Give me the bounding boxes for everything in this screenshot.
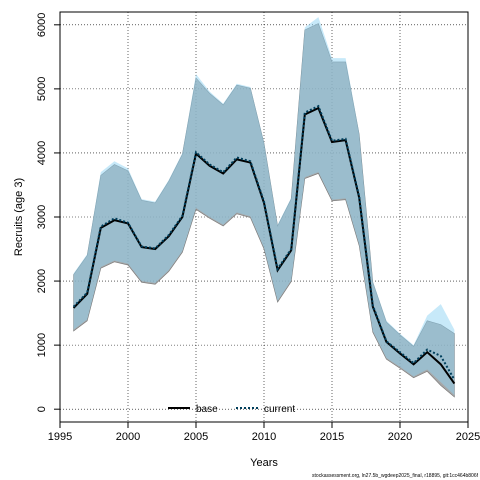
y-axis-title: Recruits (age 3) [13,178,25,256]
x-tick-label-2010: 2010 [252,431,276,443]
series-lines [72,104,456,385]
x-tick-label-2005: 2005 [184,431,208,443]
x-tick-label-2015: 2015 [320,431,344,443]
legend: base current [168,404,295,415]
x-tick-label-2025: 2025 [456,431,480,443]
legend-label-current: current [264,404,295,415]
y-tick-label-2000: 2000 [36,269,48,293]
y-tick-label-4000: 4000 [36,141,48,165]
line-current [72,104,456,381]
y-tick-label-6000: 6000 [36,13,48,37]
y-tick-label-3000: 3000 [36,205,48,229]
footnote: stockassessment.org, ln27.5b_wgdeep2025_… [312,473,479,479]
x-tick-label-1995: 1995 [48,431,72,443]
x-axis-title: Years [250,457,278,469]
x-tick-label-2000: 2000 [116,431,140,443]
y-tick-label-5000: 5000 [36,77,48,101]
legend-label-base: base [196,404,218,415]
y-tick-label-0: 0 [36,406,48,412]
axis-ticks: 1995 2000 2005 2010 2015 2020 2025 0 1000 2000 300… [36,13,480,443]
y-tick-label-1000: 1000 [36,333,48,357]
x-tick-label-2020: 2020 [388,431,412,443]
